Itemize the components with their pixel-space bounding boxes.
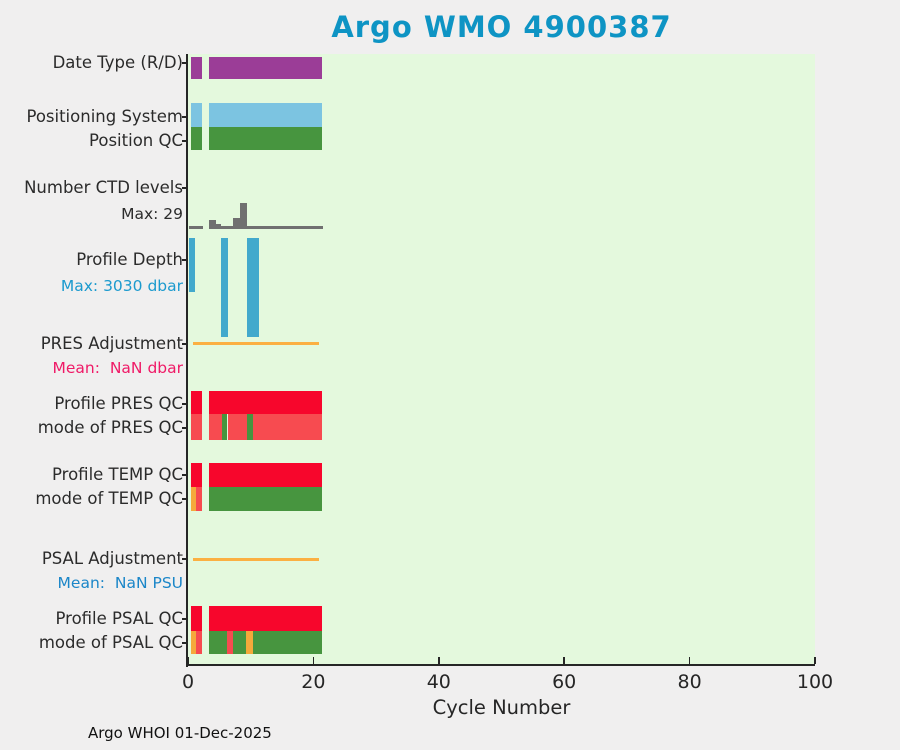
y-axis-tick bbox=[181, 259, 187, 261]
row-label: PSAL Adjustment bbox=[41, 549, 183, 568]
mode-of-pres-qc-segment bbox=[227, 414, 247, 440]
y-axis-tick bbox=[181, 474, 187, 476]
y-axis-tick bbox=[181, 642, 187, 644]
x-axis-tick bbox=[187, 657, 189, 664]
mode-of-psal-qc-segment bbox=[190, 631, 197, 654]
row-label: mode of PSAL QC bbox=[38, 633, 183, 652]
date-type-segment bbox=[190, 57, 203, 79]
number-ctd-levels-segment bbox=[221, 226, 234, 229]
row-label: Profile Depth bbox=[76, 250, 183, 269]
x-tick-label: 80 bbox=[677, 671, 702, 693]
row-label: Profile PSAL QC bbox=[55, 609, 183, 628]
number-ctd-levels-segment bbox=[233, 218, 241, 229]
mode-of-pres-qc-segment bbox=[221, 414, 228, 440]
row-label: Max: 3030 dbar bbox=[60, 277, 183, 295]
x-tick-label: 0 bbox=[181, 671, 195, 693]
x-axis-tick bbox=[312, 657, 315, 664]
profile-psal-qc-segment bbox=[190, 606, 203, 631]
mode-of-pres-qc-segment bbox=[209, 414, 222, 440]
plot-area bbox=[188, 54, 815, 665]
row-label: mode of PRES QC bbox=[37, 418, 183, 437]
mode-of-psal-qc-segment bbox=[226, 631, 233, 654]
mode-of-pres-qc-segment bbox=[246, 414, 254, 440]
y-axis-tick bbox=[181, 403, 187, 405]
profile-temp-qc-segment bbox=[190, 463, 203, 487]
row-label: Max: 29 bbox=[121, 205, 183, 223]
number-ctd-levels-segment bbox=[240, 203, 247, 229]
row-label: Profile TEMP QC bbox=[52, 465, 183, 484]
figure-title: Argo WMO 4900387 bbox=[331, 10, 672, 44]
number-ctd-levels-segment bbox=[215, 223, 222, 229]
row-label: Mean: NaN dbar bbox=[52, 359, 183, 377]
mode-of-psal-qc-segment bbox=[252, 631, 323, 654]
pres-adjustment-segment bbox=[192, 342, 320, 345]
positioning-system-segment bbox=[190, 103, 203, 127]
y-axis-tick bbox=[181, 498, 187, 500]
mode-of-temp-qc-segment bbox=[209, 487, 323, 511]
y-axis-tick bbox=[181, 116, 187, 118]
mode-of-psal-qc-segment bbox=[245, 631, 253, 654]
number-ctd-levels-segment bbox=[209, 220, 216, 229]
row-label: Mean: NaN PSU bbox=[57, 574, 183, 592]
row-label: Date Type (R/D) bbox=[52, 53, 183, 72]
profile-psal-qc-segment bbox=[209, 606, 323, 631]
x-tick-label: 20 bbox=[301, 671, 326, 693]
row-label: Number CTD levels bbox=[24, 178, 183, 197]
x-tick-label: 60 bbox=[552, 671, 577, 693]
y-axis-line bbox=[186, 54, 188, 667]
profile-depth-segment bbox=[221, 238, 229, 337]
footer-credit: Argo WHOI 01-Dec-2025 bbox=[88, 724, 272, 742]
position-qc-segment bbox=[209, 127, 323, 150]
number-ctd-levels-segment bbox=[246, 226, 323, 229]
x-axis-label: Cycle Number bbox=[432, 696, 571, 719]
profile-depth-segment bbox=[246, 238, 260, 337]
mode-of-pres-qc-segment bbox=[253, 414, 323, 440]
y-axis-tick bbox=[181, 343, 187, 345]
mode-of-psal-qc-segment bbox=[196, 631, 203, 654]
psal-adjustment-segment bbox=[192, 558, 320, 561]
row-label: PRES Adjustment bbox=[40, 334, 183, 353]
x-axis-tick bbox=[688, 657, 691, 664]
mode-of-psal-qc-segment bbox=[232, 631, 246, 654]
position-qc-segment bbox=[190, 127, 203, 150]
x-tick-label: 100 bbox=[796, 671, 834, 693]
number-ctd-levels-segment bbox=[189, 226, 204, 229]
y-axis-tick bbox=[181, 427, 187, 429]
mode-of-temp-qc-segment bbox=[196, 487, 203, 511]
profile-pres-qc-segment bbox=[209, 391, 323, 414]
profile-depth-segment bbox=[189, 238, 195, 292]
x-axis-tick bbox=[437, 657, 440, 664]
profile-temp-qc-segment bbox=[209, 463, 323, 487]
mode-of-temp-qc-segment bbox=[190, 487, 197, 511]
row-label: Profile PRES QC bbox=[54, 394, 183, 413]
y-axis-tick bbox=[181, 187, 187, 189]
row-label: Position QC bbox=[89, 131, 183, 150]
y-axis-tick bbox=[181, 140, 187, 142]
positioning-system-segment bbox=[209, 103, 323, 127]
row-label: mode of TEMP QC bbox=[35, 489, 183, 508]
mode-of-pres-qc-segment bbox=[190, 414, 203, 440]
x-axis-tick bbox=[563, 657, 566, 664]
mode-of-psal-qc-segment bbox=[209, 631, 227, 654]
row-label: Positioning System bbox=[26, 107, 183, 126]
x-tick-label: 40 bbox=[426, 671, 451, 693]
y-axis-tick bbox=[181, 558, 187, 560]
x-axis-line bbox=[186, 664, 815, 666]
x-axis-tick bbox=[814, 657, 816, 664]
y-axis-tick bbox=[181, 62, 187, 64]
y-axis-tick bbox=[181, 618, 187, 620]
profile-pres-qc-segment bbox=[190, 391, 203, 414]
date-type-segment bbox=[209, 57, 323, 79]
